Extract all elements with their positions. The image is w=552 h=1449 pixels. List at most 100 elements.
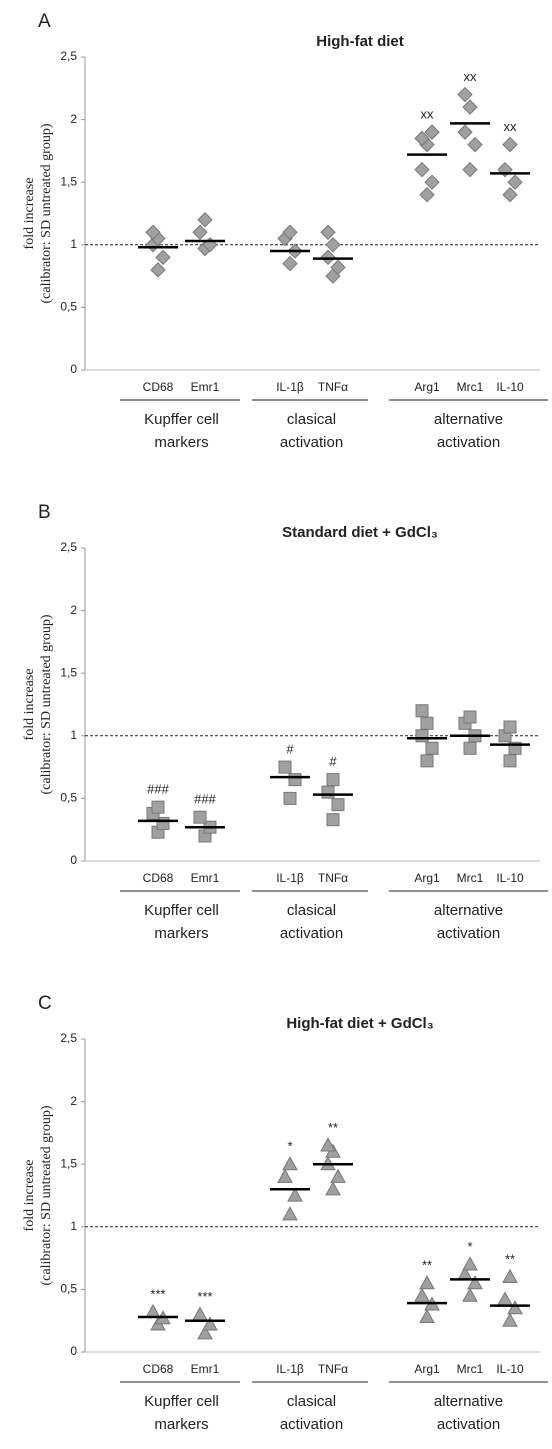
point (325, 1181, 341, 1196)
point (414, 1287, 430, 1302)
x-tick-label: TNFα (318, 380, 348, 394)
point (502, 136, 518, 153)
point (424, 124, 440, 140)
point (420, 754, 434, 768)
group-label: activation (437, 1416, 500, 1433)
point (457, 86, 473, 103)
group-label: clasical (287, 411, 336, 428)
y-axis-label: fold increase (22, 1160, 37, 1232)
group-label: Kupffer cell (144, 1393, 219, 1410)
group-label: Kupffer cell (144, 902, 219, 919)
x-tick-label: Emr1 (191, 1362, 220, 1376)
point (320, 224, 336, 240)
point (462, 1287, 478, 1302)
y-axis-label: (calibrator: SD untreated group) (39, 614, 54, 794)
annotation: # (329, 754, 337, 769)
point (326, 773, 340, 787)
point (331, 798, 345, 812)
annotation: xx (464, 69, 478, 84)
y-tick-label: 0 (70, 1344, 77, 1358)
point (197, 212, 213, 228)
annotation: ** (328, 1120, 338, 1135)
point (415, 729, 429, 743)
point (457, 124, 473, 140)
point (502, 1312, 518, 1327)
point (282, 255, 298, 272)
point (192, 1306, 208, 1321)
point (462, 161, 478, 178)
x-tick-label: Emr1 (191, 380, 220, 394)
annotation: xx (504, 119, 518, 134)
x-tick-label: IL-10 (496, 1362, 524, 1376)
panel-label: A (38, 11, 51, 32)
y-tick-label: 0 (70, 362, 77, 376)
y-tick-label: 1,5 (60, 1156, 77, 1170)
point (197, 1325, 213, 1340)
y-tick-label: 2 (70, 603, 77, 617)
y-tick-label: 1 (70, 237, 77, 251)
group-label: markers (154, 925, 208, 942)
point (321, 785, 335, 799)
point (419, 1308, 435, 1324)
group-label: activation (280, 434, 343, 451)
group-label: activation (437, 925, 500, 942)
point (503, 754, 517, 768)
point (463, 710, 477, 724)
point (155, 249, 171, 266)
y-axis-label: fold increase (22, 669, 37, 741)
chart-title: Standard diet + GdCl₃ (282, 524, 438, 541)
x-tick-label: Arg1 (414, 1362, 440, 1376)
y-tick-label: 1 (70, 1219, 77, 1233)
x-tick-label: IL-1β (276, 871, 304, 885)
point (425, 741, 439, 755)
y-axis-label: (calibrator: SD untreated group) (39, 1105, 54, 1285)
point (325, 237, 341, 253)
x-tick-label: IL-1β (276, 1362, 304, 1376)
annotation: *** (150, 1286, 165, 1301)
x-tick-label: CD68 (143, 380, 174, 394)
point (462, 1256, 478, 1271)
annotation: ** (505, 1251, 515, 1266)
point (502, 187, 518, 203)
point (282, 1206, 298, 1221)
point (145, 1303, 161, 1319)
x-tick-label: CD68 (143, 871, 174, 885)
chart-title: High-fat diet + GdCl₃ (286, 1015, 433, 1032)
group-label: Kupffer cell (144, 411, 219, 428)
panel-label: B (38, 502, 51, 523)
annotation: ### (194, 792, 216, 807)
point (288, 773, 302, 787)
group-label: activation (280, 925, 343, 942)
point (497, 1291, 513, 1306)
x-tick-label: Arg1 (414, 380, 440, 394)
y-tick-label: 2 (70, 112, 77, 126)
point (145, 224, 161, 240)
point (462, 99, 478, 115)
x-tick-label: IL-10 (496, 380, 524, 394)
y-tick-label: 2 (70, 1094, 77, 1108)
annotation: # (286, 742, 294, 757)
point (202, 1316, 218, 1331)
group-label: activation (280, 1416, 343, 1433)
point (320, 1137, 336, 1152)
annotation: *** (197, 1289, 212, 1304)
point (415, 704, 429, 718)
point (507, 1300, 523, 1315)
point (282, 224, 298, 240)
x-tick-label: Mrc1 (457, 380, 484, 394)
point (151, 800, 165, 814)
point (330, 259, 346, 276)
point (193, 810, 207, 824)
group-label: markers (154, 434, 208, 451)
annotation: xx (421, 107, 435, 122)
point (507, 174, 523, 190)
point (192, 224, 208, 240)
point (150, 262, 166, 278)
point (463, 741, 477, 755)
x-tick-label: Mrc1 (457, 1362, 484, 1376)
y-tick-label: 1 (70, 728, 77, 742)
point (283, 791, 297, 805)
group-label: clasical (287, 902, 336, 919)
group-label: alternative (434, 902, 503, 919)
